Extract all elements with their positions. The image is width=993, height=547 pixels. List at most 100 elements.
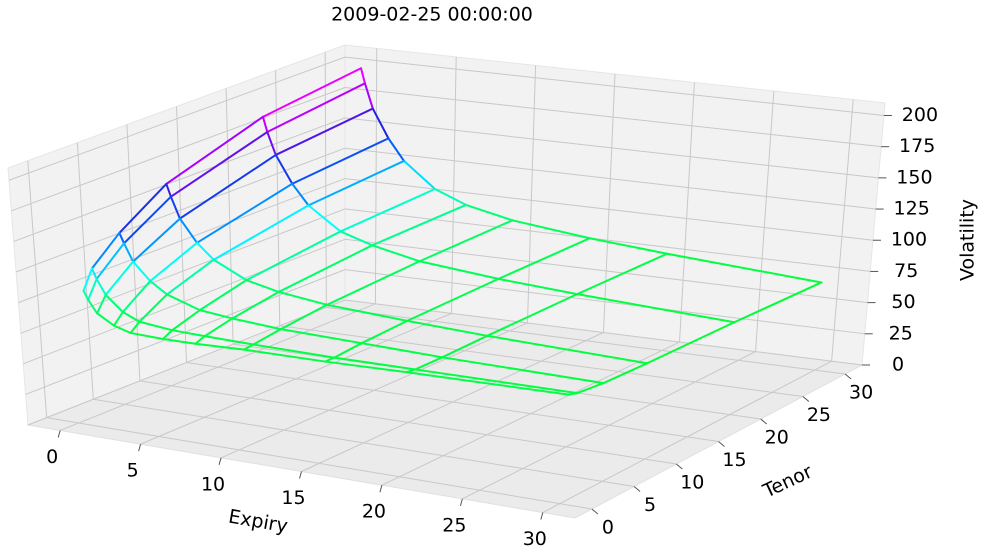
wire-segment	[165, 182, 172, 198]
wire-segment	[95, 242, 126, 280]
wire-segment	[198, 309, 234, 320]
wire-segment	[231, 317, 282, 331]
wire-segment	[414, 356, 444, 371]
wire-segment	[666, 252, 823, 284]
wire-segment	[441, 334, 489, 359]
wire-segment	[576, 293, 736, 324]
z-tick-label: 125	[894, 198, 930, 220]
wire-segment	[132, 217, 181, 263]
grid-line	[344, 87, 882, 148]
tick-mark	[379, 485, 383, 493]
y-tick-label: 0	[602, 517, 614, 539]
wire-segment	[90, 231, 121, 270]
wire-segment	[203, 335, 255, 346]
wire-segment	[371, 107, 390, 140]
y-tick-label: 10	[680, 472, 704, 494]
wire-segment	[274, 107, 374, 156]
tick-mark	[675, 463, 683, 470]
tick-mark	[844, 373, 852, 380]
wire-segment	[129, 320, 141, 334]
wire-segment	[245, 230, 342, 282]
y-tick-label: 25	[807, 404, 831, 426]
wire-segment	[96, 293, 107, 315]
wire-segment	[733, 281, 823, 324]
z-tick-label: 50	[891, 291, 915, 313]
y-tick-label: 15	[722, 449, 746, 471]
x-tick-label: 25	[442, 514, 466, 536]
wire-segment	[95, 277, 107, 296]
z-tick-label: 100	[891, 229, 927, 251]
wire-segment	[245, 279, 280, 293]
x-tick-label: 30	[523, 528, 547, 547]
wire-segment	[418, 260, 500, 280]
z-tick-label: 25	[889, 322, 913, 344]
grid-line	[344, 56, 884, 116]
wire-segment	[277, 244, 374, 293]
wire-segment	[588, 237, 669, 255]
wire-segment	[567, 392, 579, 396]
wire-segment	[441, 356, 605, 385]
z-tick-label: 0	[892, 354, 904, 376]
wire-segment	[371, 244, 421, 263]
wire-segment	[464, 203, 514, 222]
wire-segment	[87, 277, 98, 301]
wire-segment	[252, 343, 336, 359]
wire-segment	[324, 360, 408, 374]
wire-segment	[274, 153, 294, 185]
wire-segment	[277, 290, 329, 306]
wire-segment	[326, 260, 421, 306]
wire-segment	[82, 267, 93, 292]
wire-segment	[212, 204, 310, 261]
wire-segment	[123, 242, 135, 263]
wire-segment	[165, 115, 264, 185]
wire-segment	[333, 356, 417, 371]
grid-line	[18, 178, 346, 304]
wire-segment	[252, 328, 282, 346]
tick-mark	[718, 441, 725, 447]
y-tick-label: 30	[849, 382, 873, 404]
wire-segment	[196, 241, 215, 261]
wire-segment	[162, 329, 174, 340]
wire-segment	[121, 310, 141, 323]
wire-segment	[118, 182, 168, 234]
grid-line	[139, 380, 677, 465]
wire-segment	[118, 231, 126, 245]
z-tick-label: 175	[899, 135, 935, 157]
tick-mark	[459, 498, 463, 506]
wire-segment	[486, 334, 649, 365]
wire-segment	[178, 153, 277, 220]
wire-segment	[194, 335, 206, 345]
wire-segment	[87, 298, 99, 315]
wire-segment	[511, 219, 591, 240]
wire-segment	[104, 293, 124, 313]
wire-segment	[261, 115, 269, 133]
wire-segment	[266, 130, 277, 156]
y-tick-label: 5	[644, 494, 656, 516]
wire-segment	[360, 67, 366, 85]
wire-segment	[212, 258, 248, 282]
y-axis-label: Tenor	[759, 461, 816, 503]
wire-segment	[418, 219, 514, 263]
wire-segment	[162, 337, 197, 345]
wire-segment	[406, 277, 500, 322]
wire-segment	[198, 279, 248, 312]
y-tick-label: 20	[765, 427, 789, 449]
x-tick-label: 15	[281, 487, 305, 509]
wire-segment	[90, 267, 98, 280]
wire-segment	[360, 342, 444, 359]
z-axis-label: Volatility	[957, 199, 979, 281]
x-tick-label: 10	[201, 473, 225, 495]
wire-segment	[486, 293, 579, 337]
wire-segment	[339, 230, 374, 247]
wire-segment	[171, 309, 201, 332]
wire-segment	[138, 293, 168, 323]
wire-segment	[333, 342, 363, 359]
x-tick-label: 20	[362, 501, 386, 523]
tick-mark	[802, 396, 810, 402]
wire-segment	[231, 290, 280, 320]
wire-segment	[576, 252, 669, 296]
tick-mark	[760, 418, 768, 425]
x-tick-label: 5	[127, 460, 139, 482]
wire-segment	[149, 280, 168, 296]
